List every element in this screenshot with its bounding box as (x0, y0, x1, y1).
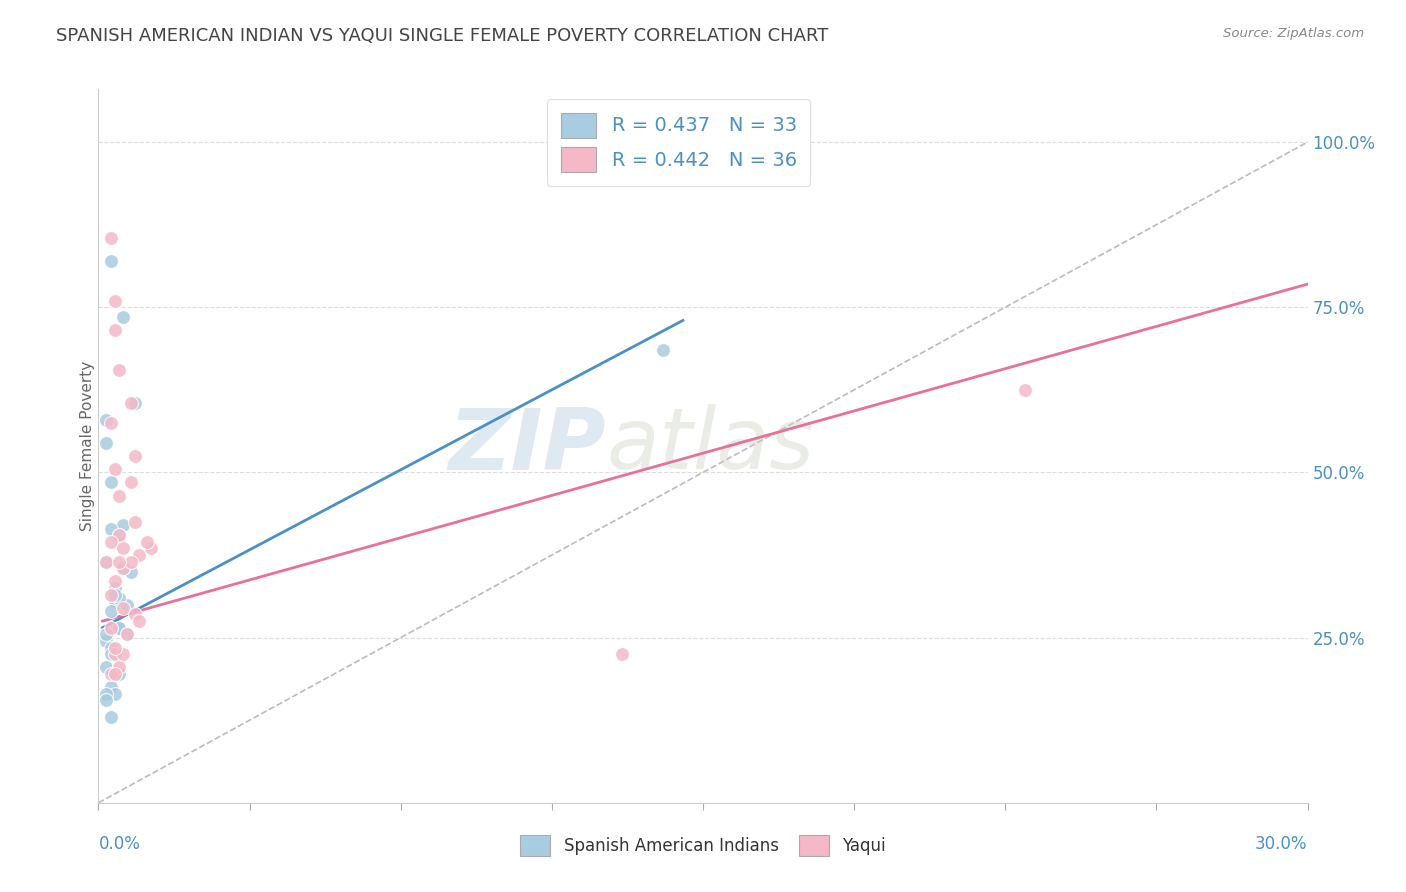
Point (103, 594, 125, 608)
Point (103, 462, 125, 476)
Point (96, 627, 118, 641)
Point (115, 627, 138, 641)
Point (100, 604, 122, 618)
Point (96, 555, 118, 569)
Point (103, 647, 125, 661)
Point (107, 660, 129, 674)
Point (107, 621, 129, 635)
Point (103, 574, 125, 589)
Point (139, 541, 162, 556)
Point (111, 600, 134, 615)
Point (96, 693, 118, 707)
Point (111, 561, 134, 575)
Text: ZIP: ZIP (449, 404, 606, 488)
Point (120, 475, 142, 490)
Point (100, 647, 122, 661)
Point (103, 581, 125, 595)
Point (96, 634, 118, 648)
Point (100, 621, 122, 635)
Point (100, 710, 122, 724)
Point (124, 396, 146, 410)
Point (107, 555, 129, 569)
Point (103, 667, 125, 681)
Point (103, 640, 125, 655)
Point (107, 528, 129, 542)
Point (1014, 383, 1036, 397)
Point (103, 687, 125, 701)
Point (111, 518, 134, 533)
Point (100, 667, 122, 681)
Point (111, 310, 134, 325)
Point (111, 541, 134, 556)
Point (96, 435, 118, 450)
Point (120, 555, 142, 569)
Y-axis label: Single Female Poverty: Single Female Poverty (80, 361, 94, 531)
Point (107, 363, 129, 377)
Legend: Spanish American Indians, Yaqui: Spanish American Indians, Yaqui (513, 829, 893, 863)
Point (100, 640, 122, 655)
Point (120, 565, 142, 579)
Text: 0.0%: 0.0% (98, 835, 141, 853)
Point (100, 416, 122, 430)
Point (103, 588, 125, 602)
Text: Source: ZipAtlas.com: Source: ZipAtlas.com (1223, 27, 1364, 40)
Point (120, 396, 142, 410)
Point (103, 293, 125, 308)
Point (111, 561, 134, 575)
Point (111, 647, 134, 661)
Point (100, 588, 122, 602)
Point (128, 548, 150, 562)
Text: 30.0%: 30.0% (1256, 835, 1308, 853)
Point (100, 475, 122, 490)
Point (107, 489, 129, 503)
Point (96, 660, 118, 674)
Point (100, 231, 122, 245)
Point (107, 528, 129, 542)
Point (107, 621, 129, 635)
Point (135, 534, 157, 549)
Point (107, 591, 129, 605)
Point (96, 687, 118, 701)
Point (100, 254, 122, 268)
Point (100, 522, 122, 536)
Point (103, 323, 125, 337)
Point (96, 555, 118, 569)
Point (100, 534, 122, 549)
Point (115, 598, 138, 612)
Point (124, 515, 146, 529)
Point (96, 412, 118, 426)
Point (124, 449, 146, 463)
Point (107, 667, 129, 681)
Point (124, 607, 146, 622)
Point (651, 343, 673, 358)
Point (115, 627, 138, 641)
Point (612, 647, 634, 661)
Point (128, 614, 150, 628)
Text: SPANISH AMERICAN INDIAN VS YAQUI SINGLE FEMALE POVERTY CORRELATION CHART: SPANISH AMERICAN INDIAN VS YAQUI SINGLE … (56, 27, 828, 45)
Text: atlas: atlas (606, 404, 814, 488)
Point (100, 680, 122, 694)
